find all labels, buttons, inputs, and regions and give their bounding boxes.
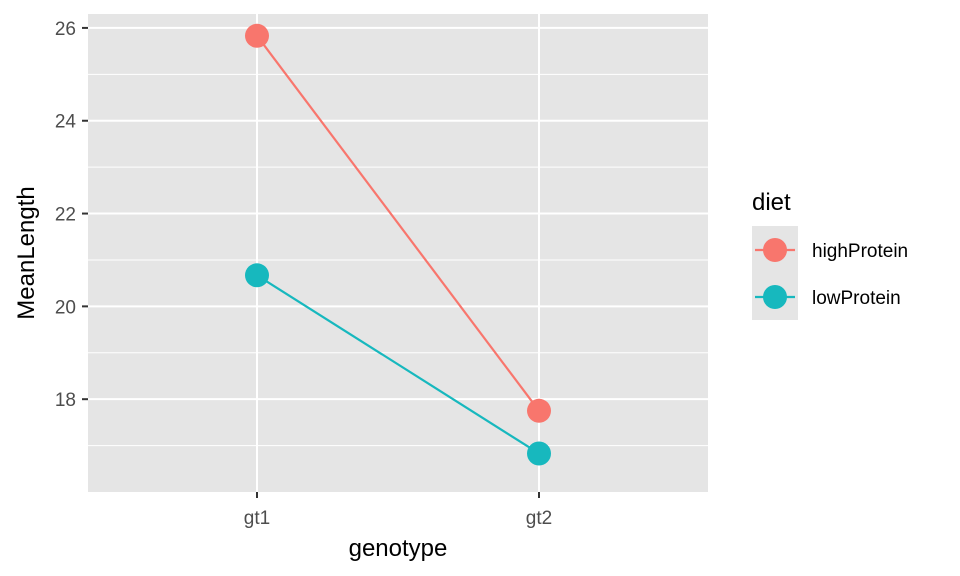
- major-gridlines: [88, 14, 708, 492]
- series-line-highProtein: [256, 35, 540, 412]
- series-line-lowProtein: [256, 274, 540, 455]
- x-axis: gt1 gt2: [244, 492, 552, 529]
- legend-key-point: [763, 285, 787, 309]
- data-point-lowProtein-gt2: [527, 441, 551, 466]
- series-layer: [245, 23, 551, 466]
- data-point-lowProtein-gt1: [245, 263, 269, 288]
- y-axis: 18 20 22 24 26: [55, 19, 88, 411]
- x-tick-label: gt1: [244, 508, 270, 529]
- y-tick-label: 24: [55, 112, 77, 133]
- panel-background: [88, 14, 708, 492]
- x-axis-title: genotype: [349, 535, 448, 562]
- y-axis-title: MeanLength: [13, 186, 40, 319]
- y-tick-label: 26: [55, 19, 76, 40]
- y-tick-label: 22: [55, 205, 76, 226]
- minor-gridlines: [88, 73, 708, 447]
- y-tick-label: 18: [55, 390, 76, 411]
- data-point-highProtein-gt2: [527, 398, 551, 423]
- x-tick-label: gt2: [526, 508, 552, 529]
- data-point-highProtein-gt1: [245, 23, 269, 48]
- legend-key-point: [763, 238, 787, 262]
- legend-title: diet: [752, 189, 791, 216]
- legend-label: highProtein: [812, 241, 908, 262]
- y-tick-label: 20: [55, 297, 76, 318]
- legend-label: lowProtein: [812, 288, 901, 309]
- legend: diet highProtein lowProtein: [752, 189, 908, 320]
